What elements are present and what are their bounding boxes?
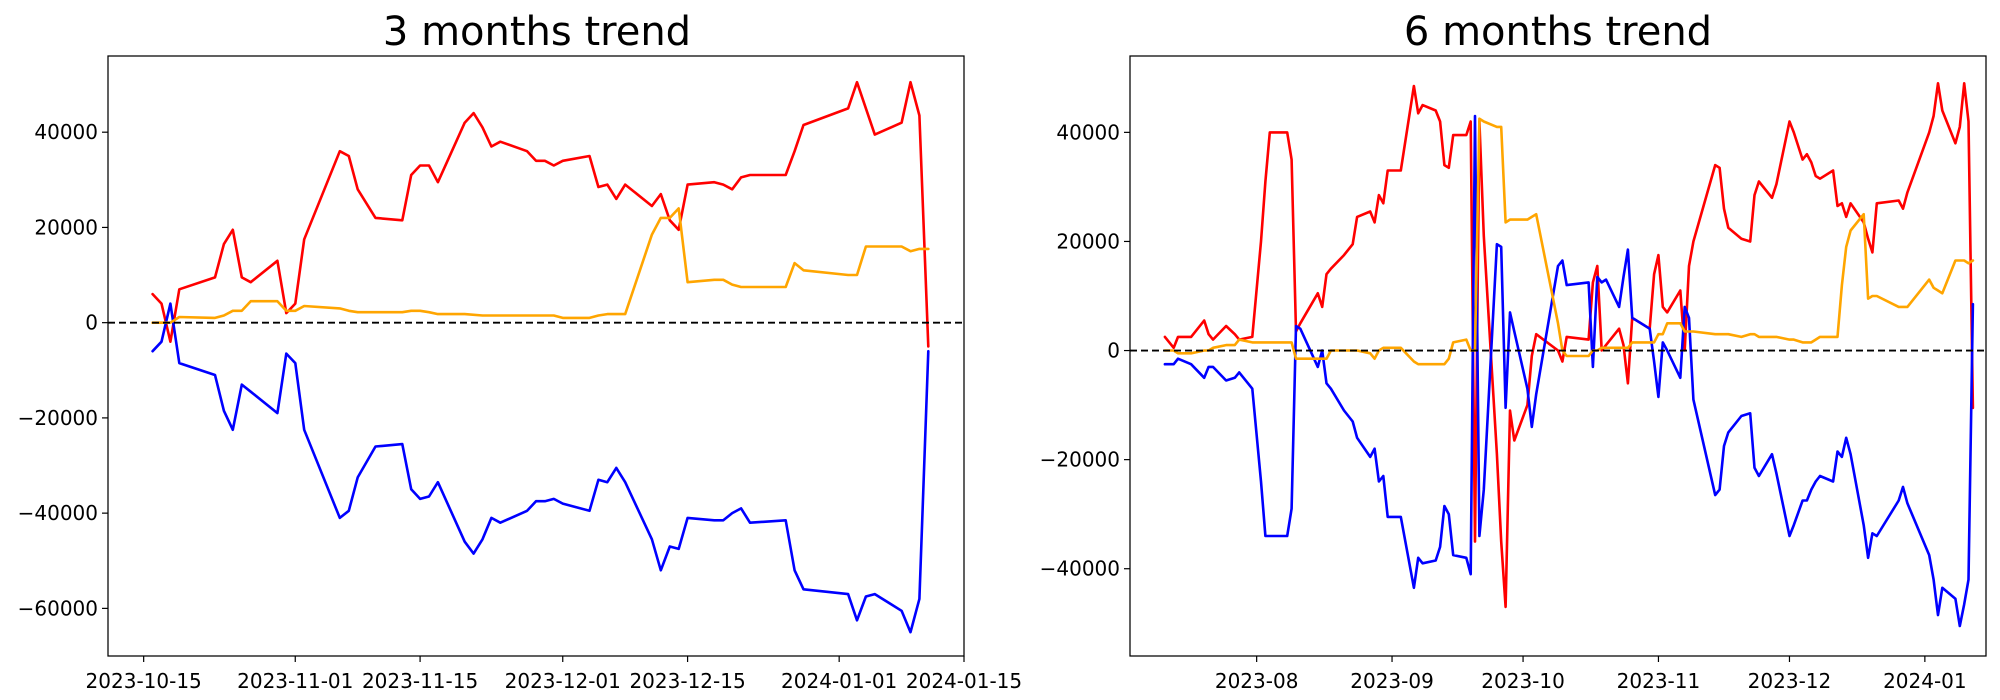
series-line-1: [151, 80, 930, 348]
chart-6-months: 6 months trend 2023-08 2023-09 2023-10 2023…: [1040, 9, 1987, 693]
x-tick-label: 2024-01-15: [906, 669, 1022, 693]
y-tick-label: −20000: [18, 406, 98, 430]
plot-area: [1130, 82, 1986, 628]
x-tick-label: 2023-09: [1350, 669, 1434, 693]
plot-area: [108, 80, 964, 634]
x-tick-label: 2023-11: [1617, 669, 1701, 693]
y-tick-label: −20000: [1040, 448, 1120, 472]
axis-ticks: 2023-10-15 2023-11-01 2023-11-15 2023-12-01…: [18, 120, 1023, 693]
series-line-2: [1163, 114, 1975, 628]
axis-ticks: 2023-08 2023-09 2023-10 2023-11 2023-12 2024-…: [1040, 120, 1967, 693]
x-tick-label: 2023-11-15: [362, 669, 478, 693]
y-tick-label: 20000: [1056, 229, 1120, 253]
y-tick-label: −40000: [18, 501, 98, 525]
series-line-3: [151, 207, 930, 324]
y-tick-label: 40000: [1056, 120, 1120, 144]
x-tick-label: 2024-01-01: [781, 669, 897, 693]
chart-3-months: 3 months trend 2023-10-15 2023-11-01 2023-…: [18, 9, 1023, 693]
y-tick-label: −40000: [1040, 557, 1120, 581]
y-tick-label: 40000: [34, 120, 98, 144]
series-line-2: [151, 302, 930, 634]
y-tick-label: −60000: [18, 596, 98, 620]
y-tick-label: 0: [85, 311, 98, 335]
y-tick-label: 0: [1107, 339, 1120, 363]
axes-frame: [1129, 55, 1987, 657]
x-tick-label: 2023-10-15: [86, 669, 202, 693]
x-tick-label: 2023-12: [1748, 669, 1832, 693]
series-line-3: [1163, 117, 1975, 366]
x-tick-label: 2023-12-01: [505, 669, 621, 693]
x-tick-label: 2024-01: [1883, 669, 1967, 693]
series-line-1: [1163, 82, 1975, 609]
chart-title: 6 months trend: [1404, 9, 1712, 55]
chart-title: 3 months trend: [383, 9, 691, 55]
x-tick-label: 2023-10: [1481, 669, 1565, 693]
axes-frame: [107, 55, 965, 657]
x-tick-label: 2023-08: [1215, 669, 1299, 693]
x-tick-label: 2023-11-01: [237, 669, 353, 693]
y-tick-label: 20000: [34, 215, 98, 239]
x-tick-label: 2023-12-15: [629, 669, 745, 693]
